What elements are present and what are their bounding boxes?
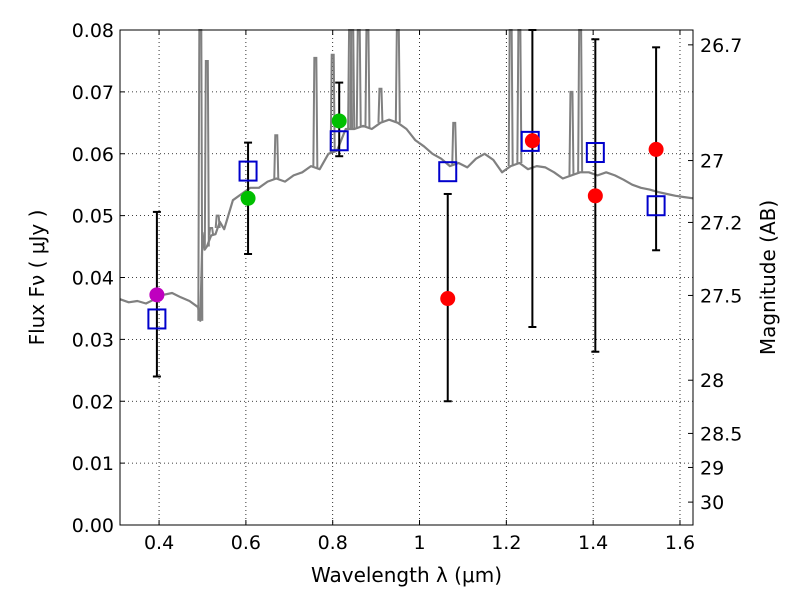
y2-tick-label: 27.2	[700, 212, 742, 234]
x-tick-label: 1	[413, 532, 425, 554]
emission-line	[214, 214, 221, 229]
model-photometry-point	[646, 195, 666, 217]
observed-point	[331, 113, 347, 129]
y-tick-label: 0.07	[72, 82, 114, 104]
y-tick-label: 0.06	[72, 144, 114, 166]
spectrum-line	[119, 118, 694, 322]
emission-line	[312, 56, 319, 168]
tick-layer: 0.4 0.6 0.8 1 1.2 1.4 1.6 0.00 0.01 0.02 0.03 0.04 0…	[72, 20, 743, 554]
model-photometry-point	[238, 160, 258, 182]
x-tick-label: 0.8	[318, 532, 348, 554]
emission-line	[329, 53, 336, 153]
model-photometry-point	[585, 142, 605, 164]
observed-point	[587, 188, 603, 204]
y-tick-label: 0.04	[72, 268, 114, 290]
emission-line	[568, 90, 575, 176]
y-tick-label: 0.00	[72, 515, 114, 537]
emission-line	[451, 121, 458, 165]
y-tick-label: 0.02	[72, 391, 114, 413]
y2-tick-label: 28	[700, 370, 724, 392]
observed-point	[149, 287, 165, 303]
emission-line	[507, 29, 514, 167]
x-tick-label: 1.2	[491, 532, 521, 554]
model-photometry-point	[329, 130, 349, 152]
x-tick-label: 1.4	[578, 532, 608, 554]
marker-layer	[147, 113, 666, 330]
y-tick-label: 0.08	[72, 20, 114, 42]
observed-point	[648, 141, 664, 157]
x-tick-label: 0.4	[144, 532, 174, 554]
emission-line	[394, 29, 401, 123]
y2-tick-label: 28.5	[700, 423, 742, 445]
emission-line	[364, 29, 371, 128]
x-tick-label: 0.6	[231, 532, 261, 554]
observed-point	[240, 190, 256, 206]
y-tick-label: 0.01	[72, 453, 114, 475]
emission-line	[577, 29, 584, 173]
emission-line	[273, 134, 280, 179]
grid	[120, 29, 693, 526]
y-tick-label: 0.03	[72, 329, 114, 351]
model-photometry-point	[438, 161, 458, 183]
y2-tick-label: 27	[700, 151, 724, 173]
y-tick-label: 0.05	[72, 206, 114, 228]
y2-tick-label: 30	[700, 492, 724, 514]
y2-tick-label: 29	[700, 457, 724, 479]
y2-tick-label: 27.5	[700, 285, 742, 307]
observed-point	[440, 291, 456, 307]
y-axis-label: Flux Fν ( μJy )	[25, 210, 49, 346]
y2-tick-label: 26.7	[700, 35, 742, 57]
emission-line	[377, 87, 384, 123]
emission-line	[208, 227, 215, 236]
spectrum-layer	[119, 29, 694, 322]
emission-line	[203, 59, 210, 247]
x-tick-label: 1.6	[665, 532, 695, 554]
x-axis-label: Wavelength λ (μm)	[311, 563, 502, 587]
emission-line	[355, 29, 362, 128]
model-photometry-point	[147, 308, 167, 330]
observed-point	[524, 133, 540, 149]
y2-axis-label: Magnitude (AB)	[756, 200, 780, 355]
